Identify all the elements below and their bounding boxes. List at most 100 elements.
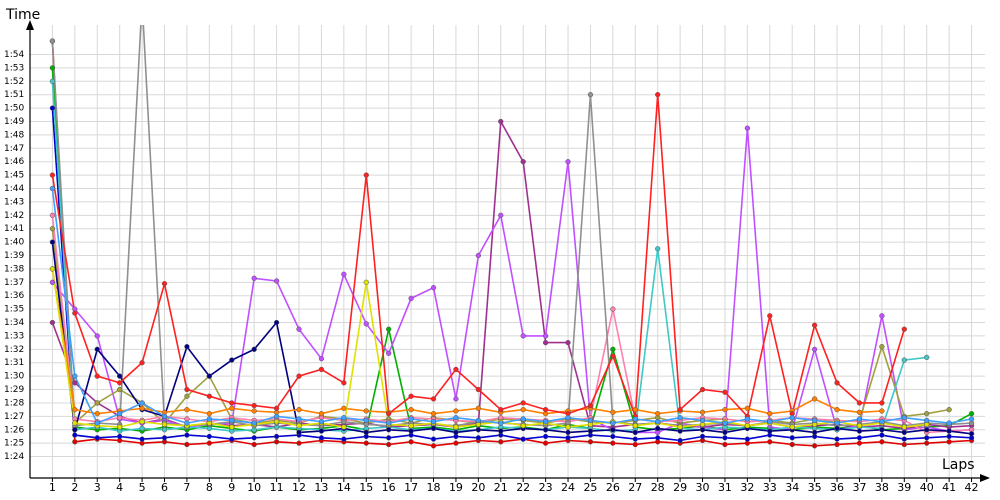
point: [363, 429, 369, 436]
point: [408, 428, 414, 434]
point: [363, 417, 369, 424]
point: [968, 416, 975, 422]
point: [296, 440, 302, 446]
point: [565, 159, 571, 165]
point: [610, 433, 616, 440]
point: [722, 406, 728, 413]
point: [273, 278, 280, 284]
point: [722, 429, 728, 436]
point: [565, 429, 571, 436]
point: [49, 65, 56, 71]
point: [520, 406, 526, 413]
y-tick-label: 1:51: [4, 90, 24, 100]
point: [72, 373, 78, 379]
point: [901, 429, 907, 436]
point: [610, 353, 616, 359]
y-tick-label: 1:49: [4, 117, 24, 127]
point: [655, 425, 661, 432]
point: [408, 423, 414, 429]
point: [251, 441, 257, 448]
point: [834, 406, 840, 413]
point: [408, 416, 414, 422]
point: [363, 172, 369, 178]
point: [139, 419, 145, 425]
point: [789, 424, 795, 430]
point: [363, 321, 369, 327]
point: [161, 435, 168, 441]
point: [139, 360, 145, 366]
point: [856, 416, 863, 422]
point: [184, 386, 190, 393]
point: [117, 411, 123, 417]
point: [767, 411, 773, 417]
point: [924, 354, 930, 361]
x-tick-label: 34: [785, 481, 799, 494]
point: [610, 346, 616, 352]
x-tick-label: 25: [583, 481, 597, 494]
point: [430, 396, 437, 402]
point: [273, 419, 280, 425]
point: [879, 427, 885, 433]
y-tick-label: 1:43: [4, 197, 24, 207]
point: [699, 386, 706, 393]
point: [296, 373, 302, 379]
point: [744, 405, 751, 411]
point: [699, 417, 706, 424]
x-tick-label: 24: [561, 481, 575, 494]
y-tick-label: 1:41: [4, 224, 24, 234]
point: [296, 406, 302, 413]
point: [453, 415, 459, 421]
x-tick-label: 21: [494, 481, 508, 494]
point: [542, 433, 549, 440]
point: [587, 402, 594, 409]
point: [318, 411, 325, 417]
x-tick-label: 30: [696, 481, 710, 494]
point: [72, 310, 78, 316]
point: [475, 386, 482, 393]
point: [251, 275, 257, 281]
point: [363, 440, 369, 446]
point: [117, 386, 123, 393]
x-tick-label: 31: [718, 481, 732, 494]
x-tick-label: 26: [606, 481, 620, 494]
point: [542, 339, 549, 346]
point: [49, 212, 56, 218]
x-tick-label: 11: [270, 481, 284, 494]
y-axis-title: Time: [5, 7, 40, 23]
point: [184, 344, 190, 350]
point: [498, 420, 504, 426]
point: [94, 333, 100, 339]
point: [296, 423, 302, 429]
y-tick-label: 1:40: [4, 238, 24, 248]
point: [140, 0, 145, 3]
point: [856, 435, 863, 441]
point: [924, 411, 930, 417]
point: [475, 405, 482, 411]
point: [879, 400, 885, 406]
x-tick-label: 14: [337, 481, 351, 494]
x-tick-label: 20: [471, 481, 485, 494]
x-tick-label: 19: [449, 481, 463, 494]
x-tick-label: 37: [852, 481, 866, 494]
point: [520, 423, 526, 429]
point: [430, 411, 437, 417]
x-tick-label: 35: [808, 481, 822, 494]
series-line: [51, 128, 972, 434]
point: [49, 185, 56, 192]
y-tick-label: 1:29: [4, 385, 24, 395]
point: [632, 423, 638, 429]
point: [475, 252, 482, 259]
series-line: [51, 81, 927, 432]
series-line: [51, 25, 972, 427]
point: [386, 326, 392, 332]
x-tick-label: 32: [740, 481, 754, 494]
point: [161, 281, 168, 287]
point: [117, 373, 123, 379]
point: [834, 441, 840, 448]
point: [206, 416, 212, 422]
y-tick-label: 1:52: [4, 77, 24, 87]
point: [341, 415, 347, 421]
point: [453, 366, 459, 373]
point: [946, 406, 952, 413]
point: [229, 357, 235, 363]
